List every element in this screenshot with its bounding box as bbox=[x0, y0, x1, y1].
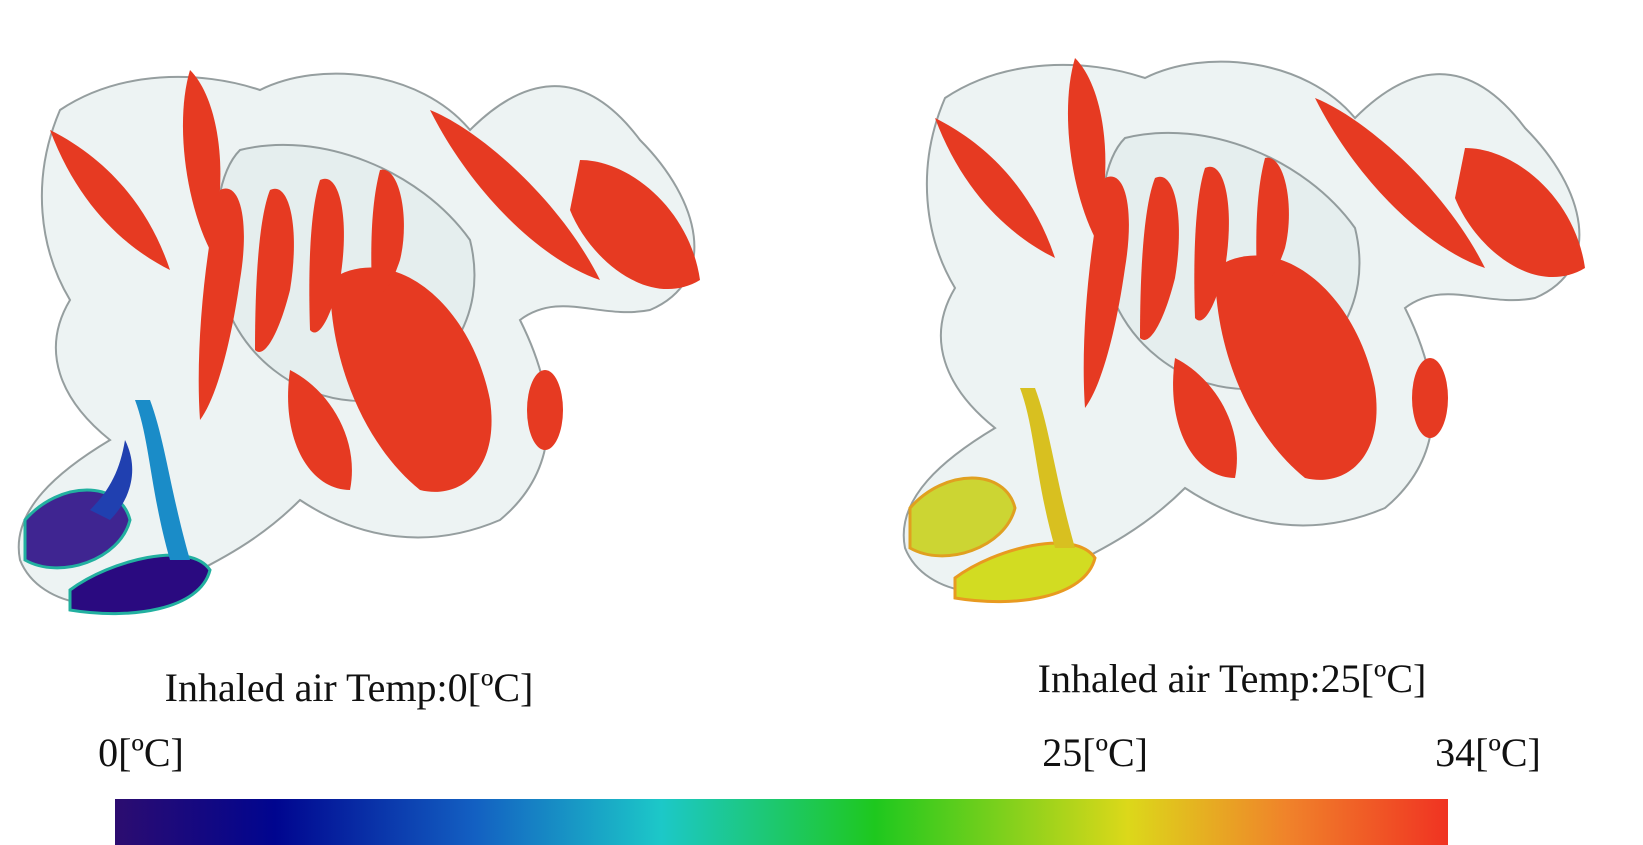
page: Inhaled air temperature figure {"panels"… bbox=[0, 0, 1643, 845]
colorbar bbox=[115, 799, 1448, 845]
colorbar-ticks: 0[ºC] 25[ºC] 34[ºC] bbox=[98, 730, 1541, 775]
panel-caption: Inhaled air Temp:25[ºC] bbox=[1038, 656, 1427, 701]
panel-caption: Inhaled air Temp:0[ºC] bbox=[165, 665, 534, 710]
colorbar-tick-label: 34[ºC] bbox=[1435, 730, 1541, 775]
rendering-left bbox=[19, 70, 700, 614]
colorbar-tick-label: 0[ºC] bbox=[98, 730, 184, 775]
colorbar-tick-label: 25[ºC] bbox=[1042, 730, 1148, 775]
rendering-right bbox=[904, 58, 1585, 602]
figure: Inhaled air Temp:0[ºC] Inhaled air Temp:… bbox=[0, 0, 1643, 845]
page-body: Inhaled air Temp:0[ºC] Inhaled air Temp:… bbox=[0, 0, 1643, 845]
